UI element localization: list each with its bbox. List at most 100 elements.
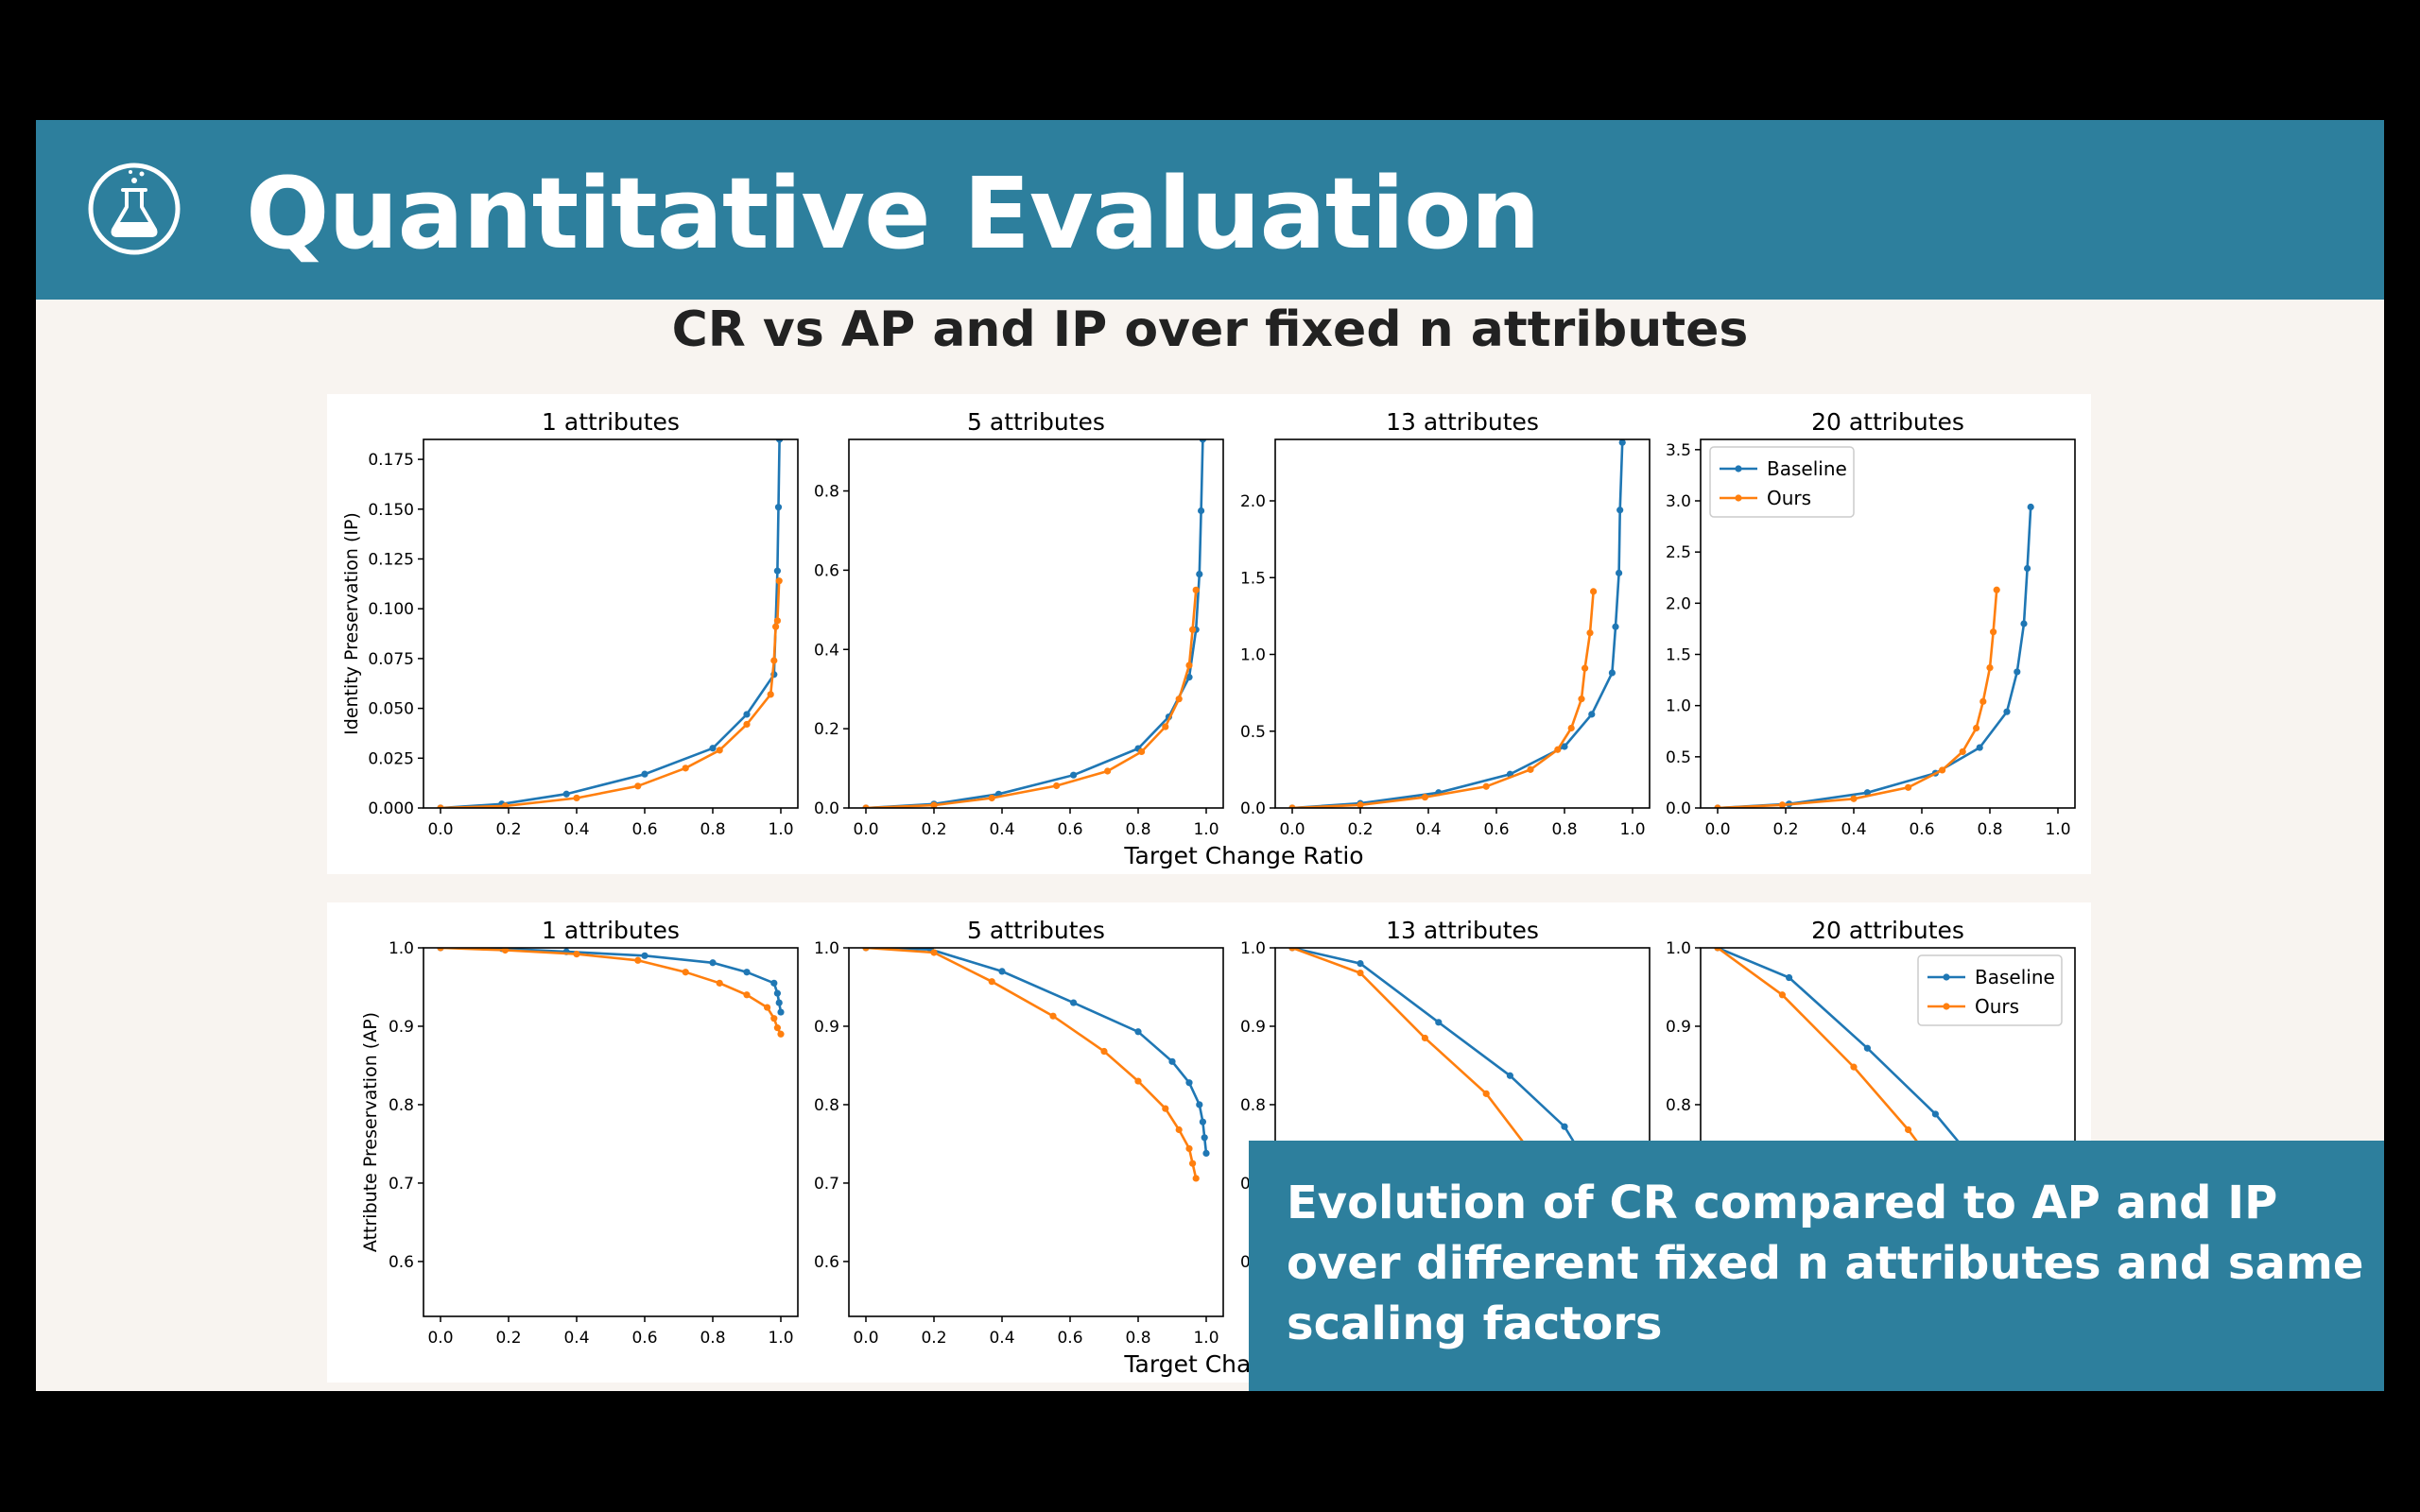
x-tick-label: 1.0 bbox=[1619, 820, 1645, 839]
data-point-baseline bbox=[1616, 507, 1624, 514]
y-axis-label: Attribute Preservation (AP) bbox=[360, 1012, 381, 1252]
series-line-baseline bbox=[440, 439, 781, 808]
y-tick-label: 0.5 bbox=[1240, 723, 1266, 742]
x-tick-label: 0.4 bbox=[563, 820, 589, 839]
data-point-baseline bbox=[775, 999, 783, 1006]
data-point-ours bbox=[1527, 765, 1534, 773]
data-point-baseline bbox=[1863, 789, 1871, 797]
data-point-baseline bbox=[774, 504, 783, 511]
data-point-ours bbox=[930, 949, 938, 956]
data-point-ours bbox=[501, 948, 509, 954]
y-tick-label: 1.0 bbox=[389, 939, 414, 958]
x-tick-label: 0.2 bbox=[921, 820, 946, 839]
data-point-baseline bbox=[1070, 999, 1078, 1006]
data-point-ours bbox=[743, 991, 751, 999]
ip-subplot-4: 20 attributes 0.0 0.2 0.4 0.6 0.8 1.0 0.0 0.5 1.0… bbox=[1666, 408, 2076, 839]
y-tick-label: 2.5 bbox=[1666, 543, 1691, 562]
data-point-baseline bbox=[1863, 1044, 1871, 1052]
y-tick-label: 0.150 bbox=[368, 501, 414, 520]
data-point-ours bbox=[1582, 664, 1589, 672]
data-point-baseline bbox=[775, 439, 784, 443]
data-point-ours bbox=[1134, 1077, 1142, 1085]
data-point-ours bbox=[773, 1024, 781, 1032]
data-point-baseline bbox=[1198, 507, 1205, 515]
plot-frame bbox=[423, 438, 799, 809]
data-point-ours bbox=[1586, 629, 1594, 637]
data-point-baseline bbox=[1506, 1072, 1513, 1079]
slide: Quantitative Evaluation CR vs AP and IP … bbox=[36, 120, 2384, 1391]
data-point-ours bbox=[1993, 586, 2000, 593]
y-tick-label: 0.0 bbox=[1666, 799, 1691, 818]
y-tick-label: 0.9 bbox=[1240, 1018, 1266, 1037]
data-point-ours bbox=[682, 765, 689, 772]
data-point-baseline bbox=[1199, 439, 1206, 443]
x-tick-label: 0.8 bbox=[1125, 1329, 1150, 1348]
ip-subplot-2: 5 attributes 0.0 0.2 0.4 0.6 0.8 1.0 0.0 0.2 0.4 0… bbox=[814, 408, 1224, 839]
data-point-ours bbox=[634, 782, 642, 790]
series-line-baseline bbox=[440, 948, 783, 1013]
data-point-ours bbox=[1357, 801, 1364, 808]
y-tick-label: 0.000 bbox=[368, 799, 414, 818]
x-tick-label: 0.4 bbox=[563, 1329, 589, 1348]
x-tick-label: 0.8 bbox=[700, 820, 725, 839]
x-tick-label: 0.6 bbox=[1909, 820, 1934, 839]
y-tick-label: 0.8 bbox=[1240, 1096, 1266, 1115]
data-point-ours bbox=[1421, 794, 1428, 801]
data-point-ours bbox=[773, 617, 781, 625]
subplot-title: 5 attributes bbox=[967, 408, 1105, 436]
x-tick-label: 0.2 bbox=[921, 1329, 946, 1348]
data-point-baseline bbox=[1561, 1123, 1568, 1130]
data-point-baseline bbox=[743, 969, 751, 976]
data-point-baseline bbox=[641, 770, 648, 778]
subplot-title: 13 attributes bbox=[1386, 408, 1539, 436]
data-point-baseline bbox=[2014, 668, 2021, 676]
data-point-ours bbox=[1357, 969, 1364, 977]
data-point-ours bbox=[1990, 628, 1997, 636]
series-line-ours bbox=[865, 590, 1198, 808]
data-point-baseline bbox=[777, 1008, 785, 1016]
x-tick-label: 0.8 bbox=[700, 1329, 725, 1348]
data-point-ours bbox=[930, 801, 938, 808]
data-point-baseline bbox=[770, 979, 778, 987]
x-tick-label: 0.0 bbox=[427, 820, 453, 839]
data-point-ours bbox=[1959, 747, 1966, 756]
data-point-ours bbox=[1421, 1034, 1428, 1042]
data-point-ours bbox=[716, 747, 723, 754]
ap-chart-svg: 1 attributes 0.0 0.2 0.4 0.6 0.8 1.0 0.6 0.7 0.8 0… bbox=[360, 917, 2076, 1378]
y-tick-label: 0.050 bbox=[368, 700, 414, 719]
ip-subplot-1: 1 attributes 0.0 0.2 0.4 0.6 0.8 1.0 0.000 0.025… bbox=[368, 408, 799, 839]
data-point-ours bbox=[716, 979, 723, 987]
data-point-ours bbox=[1714, 948, 1721, 952]
data-point-baseline bbox=[1202, 1149, 1210, 1158]
slide-title: Quantitative Evaluation bbox=[246, 156, 1541, 271]
x-tick-label: 0.4 bbox=[989, 1329, 1014, 1348]
x-tick-label: 0.4 bbox=[1415, 820, 1441, 839]
plot-frame bbox=[848, 947, 1224, 1317]
data-point-ours bbox=[988, 978, 995, 986]
y-tick-label: 1.0 bbox=[814, 939, 839, 958]
data-point-ours bbox=[1554, 746, 1562, 753]
data-point-ours bbox=[1986, 663, 1994, 672]
data-point-ours bbox=[1189, 1160, 1197, 1167]
x-tick-label: 1.0 bbox=[768, 820, 793, 839]
data-point-baseline bbox=[1070, 771, 1078, 779]
x-tick-label: 0.2 bbox=[495, 820, 521, 839]
data-point-baseline bbox=[1196, 570, 1203, 578]
data-point-ours bbox=[770, 1015, 778, 1022]
y-tick-label: 0.8 bbox=[1666, 1096, 1691, 1115]
series-line-baseline bbox=[1717, 507, 2032, 808]
ip-subplot-3: 13 attributes 0.0 0.2 0.4 0.6 0.8 1.0 0.0 0.5 1.0… bbox=[1240, 408, 1651, 839]
data-point-ours bbox=[1778, 801, 1786, 808]
x-tick-label: 0.4 bbox=[1841, 820, 1866, 839]
data-point-baseline bbox=[2003, 708, 2011, 715]
data-point-ours bbox=[437, 948, 444, 952]
data-point-ours bbox=[988, 794, 995, 802]
data-point-ours bbox=[1162, 1105, 1169, 1112]
data-point-baseline bbox=[2024, 564, 2031, 573]
data-point-ours bbox=[1162, 723, 1169, 730]
data-point-ours bbox=[437, 804, 444, 808]
y-tick-label: 0.7 bbox=[389, 1175, 414, 1194]
data-point-baseline bbox=[1561, 743, 1568, 750]
y-tick-label: 2.0 bbox=[1240, 492, 1266, 511]
series-line-ours bbox=[865, 948, 1198, 1179]
